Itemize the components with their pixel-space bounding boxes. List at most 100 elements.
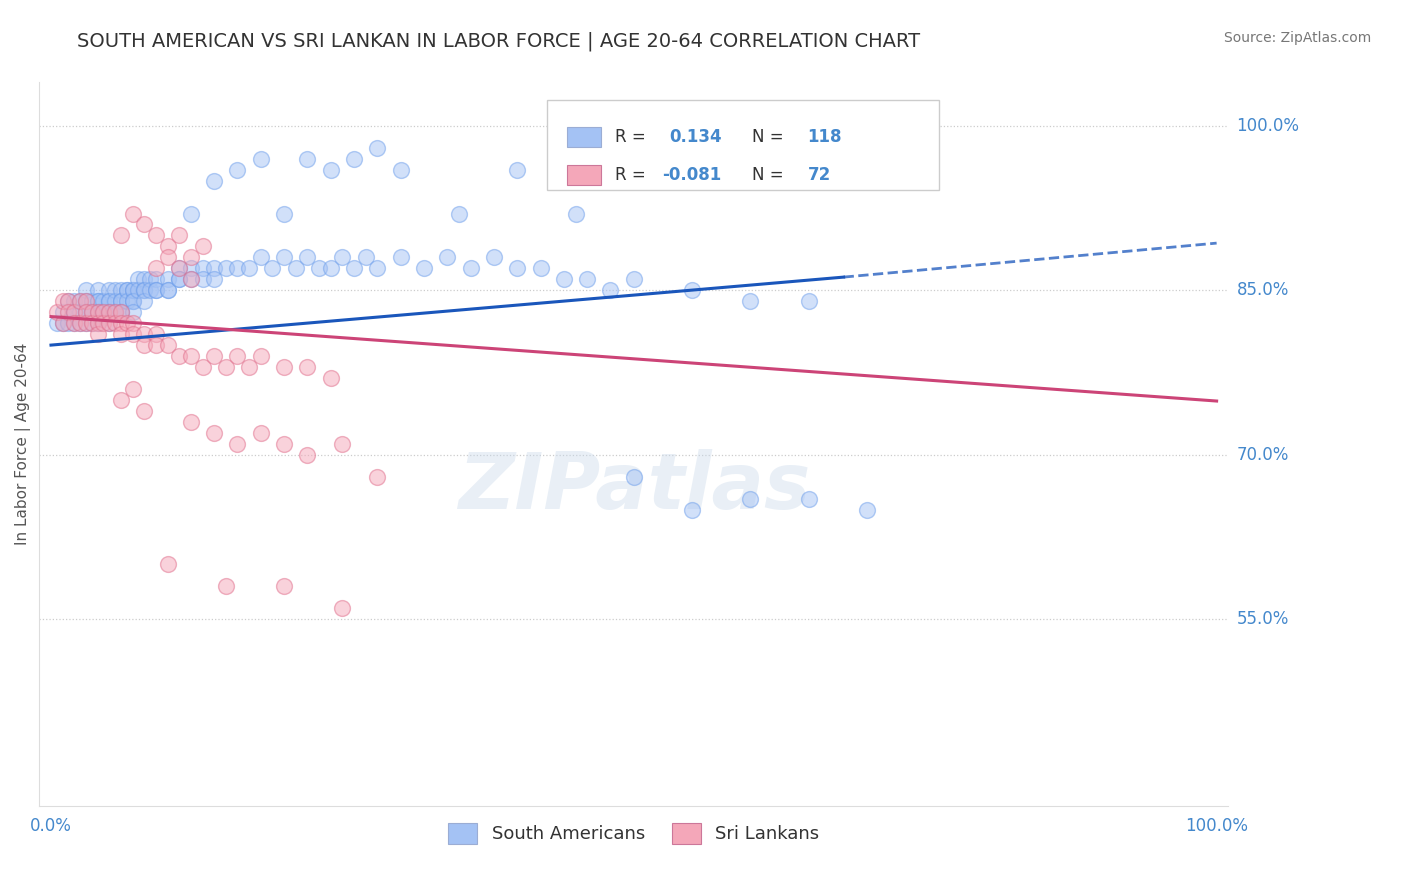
- Point: [215, 579, 238, 593]
- Point: [389, 251, 412, 265]
- Point: [215, 261, 238, 276]
- FancyBboxPatch shape: [547, 100, 939, 191]
- Point: [110, 305, 132, 319]
- Point: [121, 316, 143, 330]
- Point: [134, 404, 156, 418]
- Point: [156, 251, 179, 265]
- Point: [366, 261, 388, 276]
- FancyBboxPatch shape: [567, 165, 600, 186]
- Point: [297, 359, 319, 374]
- Point: [553, 272, 575, 286]
- Point: [110, 327, 132, 342]
- Point: [127, 283, 149, 297]
- Point: [93, 305, 115, 319]
- Point: [145, 228, 167, 243]
- Point: [681, 283, 703, 297]
- Point: [413, 261, 436, 276]
- Point: [238, 261, 260, 276]
- Point: [202, 272, 225, 286]
- Point: [75, 305, 97, 319]
- Point: [191, 261, 214, 276]
- Point: [104, 305, 127, 319]
- Point: [63, 305, 86, 319]
- Point: [215, 359, 238, 374]
- Point: [93, 294, 115, 309]
- Point: [332, 601, 354, 615]
- Point: [80, 316, 103, 330]
- Point: [180, 206, 202, 220]
- Point: [797, 294, 820, 309]
- Point: [86, 305, 108, 319]
- Point: [86, 305, 108, 319]
- Text: SOUTH AMERICAN VS SRI LANKAN IN LABOR FORCE | AGE 20-64 CORRELATION CHART: SOUTH AMERICAN VS SRI LANKAN IN LABOR FO…: [77, 31, 921, 51]
- Point: [202, 173, 225, 187]
- Point: [319, 162, 342, 177]
- Point: [856, 502, 879, 516]
- Point: [297, 152, 319, 166]
- Point: [80, 305, 103, 319]
- Point: [121, 382, 143, 396]
- Point: [63, 305, 86, 319]
- Point: [93, 316, 115, 330]
- Point: [740, 491, 762, 506]
- Point: [506, 261, 529, 276]
- Point: [110, 294, 132, 309]
- Point: [52, 316, 75, 330]
- Point: [98, 316, 121, 330]
- Point: [58, 305, 80, 319]
- Point: [104, 305, 127, 319]
- Point: [145, 283, 167, 297]
- Point: [366, 141, 388, 155]
- Point: [69, 294, 91, 309]
- Point: [86, 327, 108, 342]
- Point: [156, 338, 179, 352]
- Point: [343, 152, 366, 166]
- Point: [156, 239, 179, 253]
- Point: [139, 272, 162, 286]
- Text: 55.0%: 55.0%: [1237, 610, 1289, 628]
- Point: [58, 316, 80, 330]
- Point: [180, 272, 202, 286]
- Point: [75, 316, 97, 330]
- Text: 72: 72: [807, 166, 831, 185]
- Point: [482, 251, 505, 265]
- Point: [156, 283, 179, 297]
- Point: [69, 316, 91, 330]
- Point: [69, 316, 91, 330]
- Point: [110, 294, 132, 309]
- Point: [156, 272, 179, 286]
- Point: [86, 316, 108, 330]
- Point: [104, 283, 127, 297]
- Text: 0.0%: 0.0%: [30, 817, 72, 835]
- Point: [529, 261, 551, 276]
- Point: [98, 283, 121, 297]
- Point: [80, 316, 103, 330]
- Point: [273, 251, 295, 265]
- Point: [86, 294, 108, 309]
- Text: 100.0%: 100.0%: [1237, 117, 1299, 135]
- Text: 85.0%: 85.0%: [1237, 281, 1289, 300]
- Point: [389, 162, 412, 177]
- Point: [104, 316, 127, 330]
- Point: [115, 316, 138, 330]
- Point: [226, 349, 249, 363]
- Point: [121, 327, 143, 342]
- Point: [167, 349, 190, 363]
- Text: 118: 118: [807, 128, 842, 146]
- Point: [139, 283, 162, 297]
- Point: [69, 305, 91, 319]
- Point: [134, 294, 156, 309]
- Point: [156, 558, 179, 572]
- Point: [110, 305, 132, 319]
- Point: [75, 305, 97, 319]
- Text: Source: ZipAtlas.com: Source: ZipAtlas.com: [1223, 31, 1371, 45]
- Point: [58, 294, 80, 309]
- Point: [167, 272, 190, 286]
- Point: [98, 294, 121, 309]
- Point: [273, 359, 295, 374]
- Point: [121, 283, 143, 297]
- Point: [319, 261, 342, 276]
- Point: [86, 316, 108, 330]
- Point: [681, 502, 703, 516]
- Point: [86, 294, 108, 309]
